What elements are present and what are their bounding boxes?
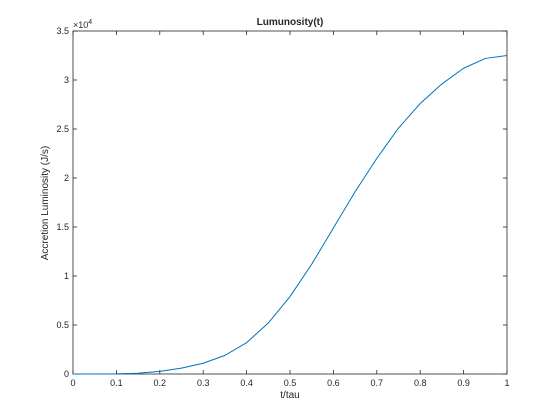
- y-tick-label: 1: [64, 271, 69, 281]
- y-tick-label: 0: [64, 369, 69, 379]
- y-tick-label: 1.5: [56, 222, 69, 232]
- y-multiplier: ×104: [73, 19, 92, 30]
- x-tick-label: 0.9: [457, 378, 470, 388]
- luminosity-series-line: [73, 55, 508, 375]
- x-tick-label: 0.5: [284, 378, 297, 388]
- x-tick-label: 0.8: [414, 378, 427, 388]
- y-tick-label: 2: [64, 173, 69, 183]
- y-tick-label: 0.5: [56, 320, 69, 330]
- x-tick-label: 1: [504, 378, 509, 388]
- x-tick-label: 0.3: [197, 378, 210, 388]
- y-tick-label: 3: [64, 75, 69, 85]
- x-tick-label: 0.1: [110, 378, 123, 388]
- y-multiplier-exponent: 4: [88, 19, 92, 26]
- y-tick-label: 2.5: [56, 124, 69, 134]
- y-axis-label: Accretion Luminosity (J/s): [40, 146, 51, 260]
- axes-frame: [72, 30, 508, 375]
- x-tick-label: 0.4: [240, 378, 253, 388]
- x-tick-label: 0: [70, 378, 75, 388]
- x-tick-label: 0.7: [371, 378, 384, 388]
- x-axis-label: t/tau: [280, 390, 299, 401]
- chart-title: Lumunosity(t): [257, 17, 324, 28]
- y-tick-label: 3.5: [56, 26, 69, 36]
- plot-area: 0 0.1 0.2 0.3 0.4 0.5 0.6 0.7 0.8 0.9 1 0 0.5 1 1.5 2 2.…: [56, 26, 509, 388]
- x-tick-label: 0.2: [154, 378, 167, 388]
- x-tick-label: 0.6: [327, 378, 340, 388]
